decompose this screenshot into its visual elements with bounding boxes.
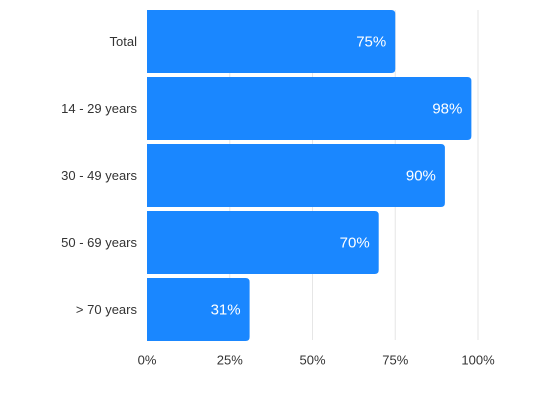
- category-label: 14 - 29 years: [61, 101, 137, 116]
- category-label: > 70 years: [76, 302, 138, 317]
- x-tick-label: 75%: [382, 352, 408, 367]
- x-tick-label: 0%: [138, 352, 157, 367]
- bar-value-label: 31%: [211, 301, 241, 318]
- bar: [147, 77, 472, 140]
- bar: [147, 278, 250, 341]
- bar-value-label: 98%: [432, 100, 462, 117]
- category-labels: Total 14 - 29 years 30 - 49 years 50 - 69 y…: [61, 34, 137, 317]
- bars: [147, 10, 472, 341]
- category-label: 50 - 69 years: [61, 235, 137, 250]
- x-axis-tick-labels: 0% 25% 50% 75% 100%: [138, 352, 495, 367]
- category-label: Total: [110, 34, 138, 49]
- x-tick-label: 100%: [461, 352, 495, 367]
- category-label: 30 - 49 years: [61, 168, 137, 183]
- x-tick-label: 25%: [217, 352, 243, 367]
- bar-value-label: 70%: [340, 234, 370, 251]
- x-tick-label: 50%: [299, 352, 325, 367]
- bar-value-labels: 75% 98% 90% 70% 31%: [211, 33, 463, 318]
- bar: [147, 10, 396, 73]
- bar: [147, 144, 445, 207]
- bar-value-label: 90%: [406, 167, 436, 184]
- bar-value-label: 75%: [356, 33, 386, 50]
- bar: [147, 211, 379, 274]
